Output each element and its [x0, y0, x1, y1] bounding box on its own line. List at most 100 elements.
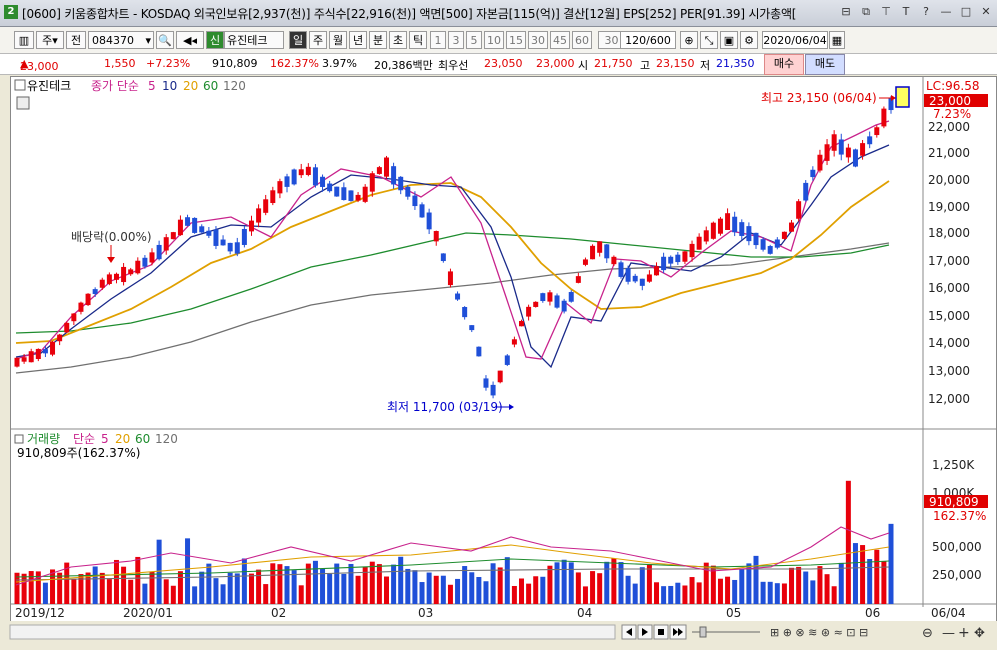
candle-body: [113, 273, 119, 280]
candle-body: [369, 173, 375, 192]
candle-body: [121, 266, 127, 283]
candle-body: [860, 143, 866, 156]
calendar-icon[interactable]: ▦: [829, 31, 845, 49]
x-tick: 2020/01: [123, 606, 173, 620]
minute-3-button[interactable]: 3: [448, 31, 464, 49]
period-month-tab[interactable]: 월: [329, 31, 347, 49]
minimize-icon[interactable]: —: [940, 5, 952, 18]
minute-45-button[interactable]: 45: [550, 31, 570, 49]
candle-body: [852, 149, 858, 167]
volume-bar: [867, 559, 873, 604]
minus-icon[interactable]: —: [942, 626, 955, 641]
volume-bar: [803, 571, 809, 604]
chart-area[interactable]: 유진테크 종가 단순 5 10 20 60 120 거래량 단순 5 20 60…: [10, 76, 997, 633]
volume-bar: [369, 561, 375, 604]
candle-body: [284, 176, 290, 187]
volume-bar: [860, 545, 866, 604]
volume-bar: [220, 584, 226, 604]
settings-icon[interactable]: ⚙: [740, 31, 758, 49]
minute-60-button[interactable]: 60: [572, 31, 592, 49]
table-icon[interactable]: [16, 96, 30, 110]
volume-menu-icon[interactable]: [14, 434, 24, 444]
count-input[interactable]: 120/600: [620, 31, 676, 49]
candle-body: [405, 186, 411, 197]
volume-bar: [845, 480, 851, 604]
stock-code-input[interactable]: 084370 ▾: [88, 31, 154, 49]
price-tick: 16,000: [928, 281, 970, 295]
date-input[interactable]: 2020/06/04: [762, 31, 828, 49]
volume-bar: [305, 563, 311, 604]
panel-menu-icon[interactable]: [14, 79, 26, 91]
bottom-controls-svg: ⊞ ⊕ ⊗ ≋ ⊛ ≈ ⊡ ⊟ ⊖ — + ✥: [9, 624, 985, 641]
candle-body: [867, 136, 873, 145]
candle-body: [213, 229, 219, 246]
candle-body: [732, 216, 738, 233]
sell-button[interactable]: 매도: [805, 54, 845, 75]
help-icon[interactable]: ?: [923, 5, 929, 18]
candle-body: [21, 357, 27, 362]
volume-bar: [128, 579, 134, 604]
horizontal-scrollbar[interactable]: [9, 624, 616, 640]
candle-body: [78, 302, 84, 312]
high-arrow-head: [891, 95, 896, 101]
high-price: 23,150: [656, 57, 695, 70]
type-select[interactable]: 주▾: [36, 31, 64, 49]
zoom-out-icon[interactable]: ⊖: [922, 626, 933, 641]
candle-body: [227, 242, 233, 252]
volume-bar: [874, 549, 880, 604]
volume-bar: [760, 581, 766, 604]
prev-button[interactable]: 전: [66, 31, 86, 49]
stock-code-value: 084370: [92, 34, 134, 47]
close-icon[interactable]: ✕: [981, 5, 991, 18]
volume-bar: [554, 562, 560, 604]
minute-10-button[interactable]: 10: [484, 31, 504, 49]
candle-body: [170, 232, 176, 240]
volume-bar: [597, 573, 603, 604]
volume-bar: [746, 563, 752, 604]
candle-body: [568, 292, 574, 302]
candle-body: [320, 176, 326, 187]
minute-1-button[interactable]: 1: [430, 31, 446, 49]
tool-icon[interactable]: ⤡: [700, 31, 718, 49]
period-minute-tab[interactable]: 분: [369, 31, 387, 49]
font-icon[interactable]: T: [902, 5, 910, 18]
zoom-slider-thumb[interactable]: [699, 626, 707, 638]
pin-icon[interactable]: ⊤: [881, 5, 891, 18]
volume-bar: [789, 567, 795, 604]
search-icon[interactable]: 🔍: [156, 31, 174, 49]
maximize-icon[interactable]: □: [960, 5, 972, 18]
candle-body: [625, 268, 631, 282]
restore-layout-icon[interactable]: ⊟: [841, 5, 851, 18]
volume-bar: [796, 566, 802, 604]
candle-body: [341, 187, 347, 201]
minute-5-button[interactable]: 5: [466, 31, 482, 49]
volume-bar: [64, 562, 70, 604]
quote-bar: 23,000 ▲ 1,550 +7.23% 910,809 162.37% 3.…: [0, 54, 997, 75]
volume-bar: [682, 585, 688, 604]
period-year-tab[interactable]: 년: [349, 31, 367, 49]
cascade-icon[interactable]: ⧉: [862, 5, 870, 18]
ma60-label: 60: [203, 79, 218, 93]
save-icon[interactable]: ▣: [720, 31, 738, 49]
minute-15-button[interactable]: 15: [506, 31, 526, 49]
best-bid-label: 최우선: [438, 59, 469, 72]
minute-30-button[interactable]: 30: [528, 31, 548, 49]
candle-body: [156, 244, 162, 260]
buy-button[interactable]: 매수: [764, 54, 804, 75]
period-tick-tab[interactable]: 틱: [409, 31, 427, 49]
price-tick: 18,000: [928, 226, 970, 240]
stock-name-field[interactable]: 유진테크: [224, 31, 284, 49]
zoom-icon[interactable]: ⊕: [680, 31, 698, 49]
plus-icon[interactable]: +: [958, 625, 970, 641]
stop-icon: [658, 629, 664, 635]
period-day-tab[interactable]: 일: [289, 31, 307, 49]
layout-icon[interactable]: ▥: [14, 31, 34, 49]
vol-ma120-line: [15, 566, 890, 581]
period-week-tab[interactable]: 주: [309, 31, 327, 49]
candle-body: [234, 242, 240, 254]
period-second-tab[interactable]: 초: [389, 31, 407, 49]
sound-icon[interactable]: ◀◂: [176, 31, 204, 49]
bottom-controls: ⊞ ⊕ ⊗ ≋ ⊛ ≈ ⊡ ⊟ ⊖ — + ✥: [0, 621, 997, 647]
tool-icons[interactable]: ⊞ ⊕ ⊗ ≋ ⊛ ≈ ⊡ ⊟: [770, 626, 868, 639]
move-icon[interactable]: ✥: [974, 626, 985, 641]
